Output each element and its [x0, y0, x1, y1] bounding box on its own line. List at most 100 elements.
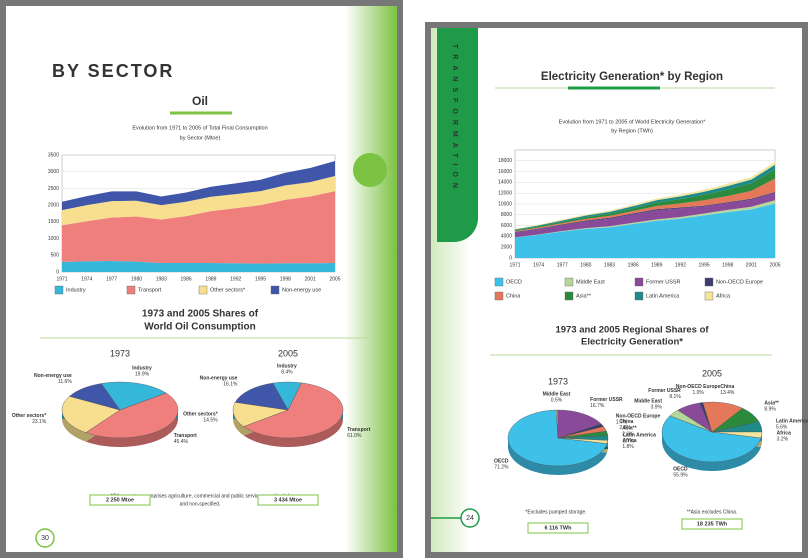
legend-swatch	[704, 277, 714, 287]
pie-value: 16.1%	[223, 382, 238, 388]
y-tick-label: 12000	[498, 191, 512, 197]
pie-category: Asia**	[622, 426, 637, 432]
x-tick-label: 2005	[329, 276, 340, 282]
pie-year: 2005	[278, 348, 298, 358]
legend-swatch	[126, 285, 136, 295]
pie-category: Transport	[174, 433, 197, 439]
section-title: Electricity Generation*	[581, 337, 683, 348]
x-tick-label: 1971	[56, 276, 67, 282]
pie-category: Industry	[277, 364, 297, 370]
pie-value: 5.6%	[776, 425, 788, 431]
legend-label: Transport	[138, 287, 162, 293]
page-number: 24	[466, 515, 474, 522]
legend-swatch	[564, 291, 574, 301]
legend-swatch	[494, 277, 504, 287]
y-tick-label: 1000	[48, 236, 59, 242]
x-tick-label: 1980	[580, 262, 591, 268]
pie-value: 3.9%	[651, 405, 663, 411]
pie-value: 19.9%	[135, 371, 150, 377]
pie-slice	[100, 381, 167, 411]
pie-value: 1.8%	[622, 444, 634, 450]
section-title: 1973 and 2005 Regional Shares of	[555, 325, 709, 336]
page-circle	[35, 528, 55, 548]
legend-label: Middle East	[576, 279, 605, 285]
footnote: *Excludes pumped storage.	[525, 509, 586, 515]
section-title: 1973 and 2005 Shares of	[142, 309, 259, 320]
pie-category: Africa	[622, 438, 636, 444]
pie-category: Africa	[777, 431, 791, 437]
x-tick-label: 2001	[305, 276, 316, 282]
y-tick-label: 16000	[498, 169, 512, 175]
y-tick-label: 6000	[501, 223, 512, 229]
x-tick-label: 1998	[280, 276, 291, 282]
x-tick-label: 2001	[746, 262, 757, 268]
total-box	[681, 518, 743, 530]
pie-total: 2 250 Mtoe	[106, 497, 134, 503]
legend-label: Other sectors*	[210, 287, 246, 293]
area-band	[62, 161, 335, 211]
area-band	[515, 192, 775, 238]
x-tick-label: 1977	[106, 276, 117, 282]
pie-slice	[69, 383, 121, 411]
y-tick-label: 8000	[501, 212, 512, 218]
legend-label: China	[506, 293, 521, 299]
right-page	[425, 22, 808, 558]
pie-category: Latin America	[776, 419, 808, 425]
y-tick-label: 10000	[498, 201, 512, 207]
pie-value: 2.7%	[623, 438, 635, 444]
x-tick-label: 1992	[675, 262, 686, 268]
x-tick-label: 1974	[81, 276, 92, 282]
pie-category: China	[619, 419, 633, 425]
pie-category: Former USSR	[648, 388, 681, 394]
y-tick-label: 2000	[48, 202, 59, 208]
pie-category: Non-energy use	[200, 376, 238, 382]
tab-label: TRANSFORMATION	[451, 44, 458, 194]
legend-swatch	[270, 285, 280, 295]
pie-value: 13.4%	[720, 390, 735, 396]
pie-category: Latin America	[623, 432, 656, 438]
page-edge	[345, 6, 397, 552]
x-tick-label: 2005	[769, 262, 780, 268]
y-tick-label: 0	[509, 255, 512, 261]
total-box	[257, 494, 319, 506]
x-tick-label: 1998	[722, 262, 733, 268]
area-band	[62, 176, 335, 226]
pie-category: Transport	[347, 427, 370, 433]
pie-total: 6 116 TWh	[545, 525, 573, 531]
legend-swatch	[198, 285, 208, 295]
x-tick-label: 1986	[628, 262, 639, 268]
x-tick-label: 1980	[131, 276, 142, 282]
tab-circle	[353, 153, 387, 187]
pie-value: 61.0%	[347, 433, 362, 439]
pie-total: 3 434 Mtoe	[274, 497, 302, 503]
x-tick-label: 1983	[604, 262, 615, 268]
pie-year: 1973	[548, 376, 568, 386]
pie-category: Middle East	[543, 392, 571, 398]
pie-value: 0.5%	[551, 398, 563, 404]
pie-category: Former USSR	[590, 397, 623, 403]
pie-value: 3.2%	[777, 437, 789, 443]
legend-swatch	[634, 291, 644, 301]
y-tick-label: 0	[56, 269, 59, 275]
pie-category: Other sectors*	[12, 413, 47, 419]
legend-swatch	[704, 291, 714, 301]
pie-value: 71.2%	[494, 465, 509, 471]
chart-title: Electricity Generation* by Region	[541, 71, 723, 83]
legend-swatch	[54, 285, 64, 295]
pie-slice	[557, 437, 609, 444]
chart-title: Oil	[192, 94, 208, 108]
pie-slice	[61, 396, 121, 433]
pie-category: Other sectors*	[183, 411, 218, 417]
pie-category: Industry	[132, 365, 152, 371]
footnote: and non-specified.	[180, 501, 221, 507]
legend-swatch	[494, 291, 504, 301]
legend-label: Former USSR	[646, 279, 681, 285]
pie-value: 8.1%	[669, 394, 681, 400]
area-band	[515, 191, 775, 233]
legend-label: OECD	[506, 279, 522, 285]
pie-value: 2.6%	[622, 432, 634, 438]
x-tick-label: 1977	[557, 262, 568, 268]
x-tick-label: 1989	[651, 262, 662, 268]
pie-value: 8.9%	[764, 407, 776, 413]
x-tick-label: 1995	[699, 262, 710, 268]
